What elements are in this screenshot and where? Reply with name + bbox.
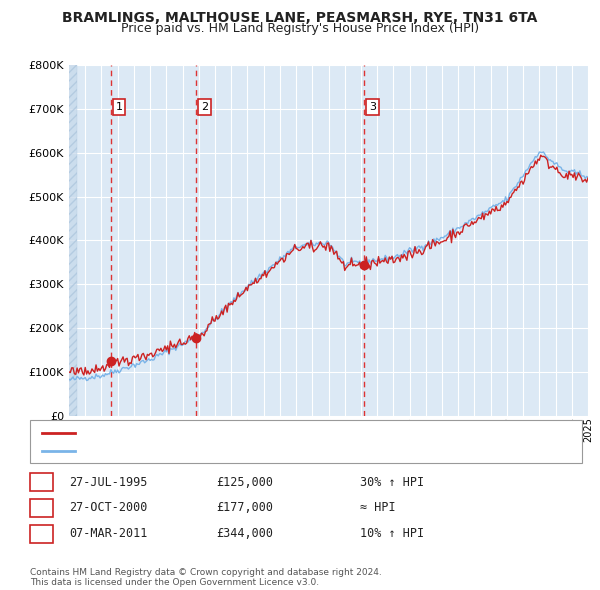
Text: 3: 3 <box>38 527 45 540</box>
Text: 2: 2 <box>38 502 45 514</box>
Text: 10% ↑ HPI: 10% ↑ HPI <box>360 527 424 540</box>
Text: HPI: Average price, detached house, Rother: HPI: Average price, detached house, Roth… <box>81 446 308 456</box>
Text: 1: 1 <box>116 102 123 112</box>
Text: 27-JUL-1995: 27-JUL-1995 <box>69 476 148 489</box>
Text: BRAMLINGS, MALTHOUSE LANE, PEASMARSH, RYE, TN31 6TA: BRAMLINGS, MALTHOUSE LANE, PEASMARSH, RY… <box>62 11 538 25</box>
Text: £125,000: £125,000 <box>216 476 273 489</box>
Text: £177,000: £177,000 <box>216 502 273 514</box>
Text: ≈ HPI: ≈ HPI <box>360 502 395 514</box>
Text: 07-MAR-2011: 07-MAR-2011 <box>69 527 148 540</box>
Text: 1: 1 <box>38 476 45 489</box>
Text: 27-OCT-2000: 27-OCT-2000 <box>69 502 148 514</box>
Text: Contains HM Land Registry data © Crown copyright and database right 2024.
This d: Contains HM Land Registry data © Crown c… <box>30 568 382 587</box>
Text: £344,000: £344,000 <box>216 527 273 540</box>
Text: BRAMLINGS, MALTHOUSE LANE, PEASMARSH, RYE, TN31 6TA (detached house): BRAMLINGS, MALTHOUSE LANE, PEASMARSH, RY… <box>81 428 490 438</box>
Text: 2: 2 <box>201 102 208 112</box>
Text: Price paid vs. HM Land Registry's House Price Index (HPI): Price paid vs. HM Land Registry's House … <box>121 22 479 35</box>
Text: 30% ↑ HPI: 30% ↑ HPI <box>360 476 424 489</box>
Text: 3: 3 <box>369 102 376 112</box>
